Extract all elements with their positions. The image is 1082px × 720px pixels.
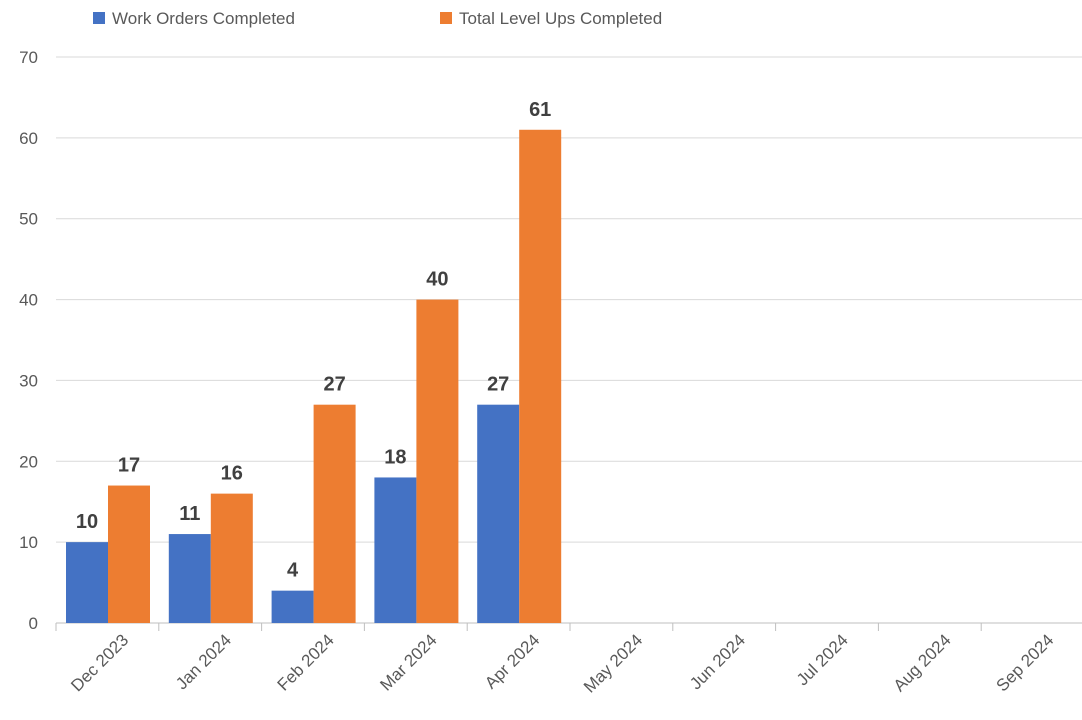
data-label: 10 <box>76 511 98 533</box>
bars <box>66 129 562 623</box>
x-tick-label: Apr 2024 <box>481 630 543 692</box>
bar-level-ups <box>210 493 253 623</box>
data-labels: 10 11 4 18 27 17 16 27 40 61 <box>76 99 551 582</box>
data-label: 17 <box>118 455 140 477</box>
y-tick-label: 0 <box>29 614 38 633</box>
y-tick-label: 50 <box>19 210 38 229</box>
bar-work-orders <box>168 534 211 623</box>
legend-label: Total Level Ups Completed <box>459 9 662 28</box>
x-tick-label: Feb 2024 <box>274 630 338 694</box>
bar-work-orders <box>477 404 520 623</box>
data-label: 27 <box>323 374 345 396</box>
bar-level-ups <box>519 129 562 623</box>
bar-work-orders <box>66 542 108 623</box>
bar-level-ups <box>313 404 356 623</box>
y-tick-label: 30 <box>19 371 38 390</box>
legend-swatch <box>93 12 105 24</box>
y-tick-label: 20 <box>19 452 38 471</box>
legend: Work Orders Completed Total Level Ups Com… <box>93 9 662 28</box>
legend-swatch <box>440 12 452 24</box>
data-label: 16 <box>221 463 243 485</box>
y-tick-label: 60 <box>19 129 38 148</box>
x-tick-label: Jul 2024 <box>793 630 852 689</box>
y-axis: 0 10 20 30 40 50 60 70 <box>19 48 38 633</box>
bar-level-ups <box>108 485 150 623</box>
data-label: 11 <box>179 503 200 525</box>
x-tick-label: May 2024 <box>580 630 646 696</box>
y-tick-label: 70 <box>19 48 38 67</box>
data-label: 40 <box>426 269 448 291</box>
x-tick-label: Jun 2024 <box>686 630 749 693</box>
bar-work-orders <box>374 477 417 623</box>
x-tick-label: Aug 2024 <box>890 630 955 695</box>
x-axis: Dec 2023 Jan 2024 Feb 2024 Mar 2024 Apr 2024… <box>55 623 1058 697</box>
bar-level-ups <box>416 299 459 623</box>
y-tick-label: 10 <box>19 533 38 552</box>
data-label: 18 <box>384 446 406 468</box>
data-label: 4 <box>287 560 299 582</box>
x-tick-label: Jan 2024 <box>172 630 235 693</box>
legend-label: Work Orders Completed <box>112 9 295 28</box>
bar-work-orders <box>271 590 314 623</box>
x-tick-label: Sep 2024 <box>993 630 1058 695</box>
x-tick-label: Mar 2024 <box>376 630 440 694</box>
y-tick-label: 40 <box>19 291 38 310</box>
x-tick-label: Dec 2023 <box>67 630 132 695</box>
data-label: 61 <box>529 99 551 121</box>
data-label: 27 <box>487 374 509 396</box>
